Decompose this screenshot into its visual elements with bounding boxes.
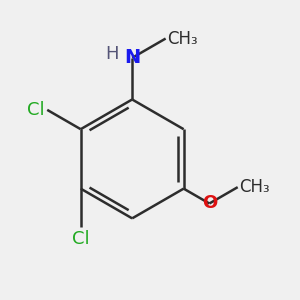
Text: N: N — [124, 48, 140, 68]
Text: H: H — [105, 45, 119, 63]
Text: Cl: Cl — [72, 230, 89, 248]
Text: CH₃: CH₃ — [239, 178, 270, 196]
Text: CH₃: CH₃ — [167, 29, 198, 47]
Text: Cl: Cl — [27, 101, 44, 119]
Text: O: O — [202, 194, 217, 212]
